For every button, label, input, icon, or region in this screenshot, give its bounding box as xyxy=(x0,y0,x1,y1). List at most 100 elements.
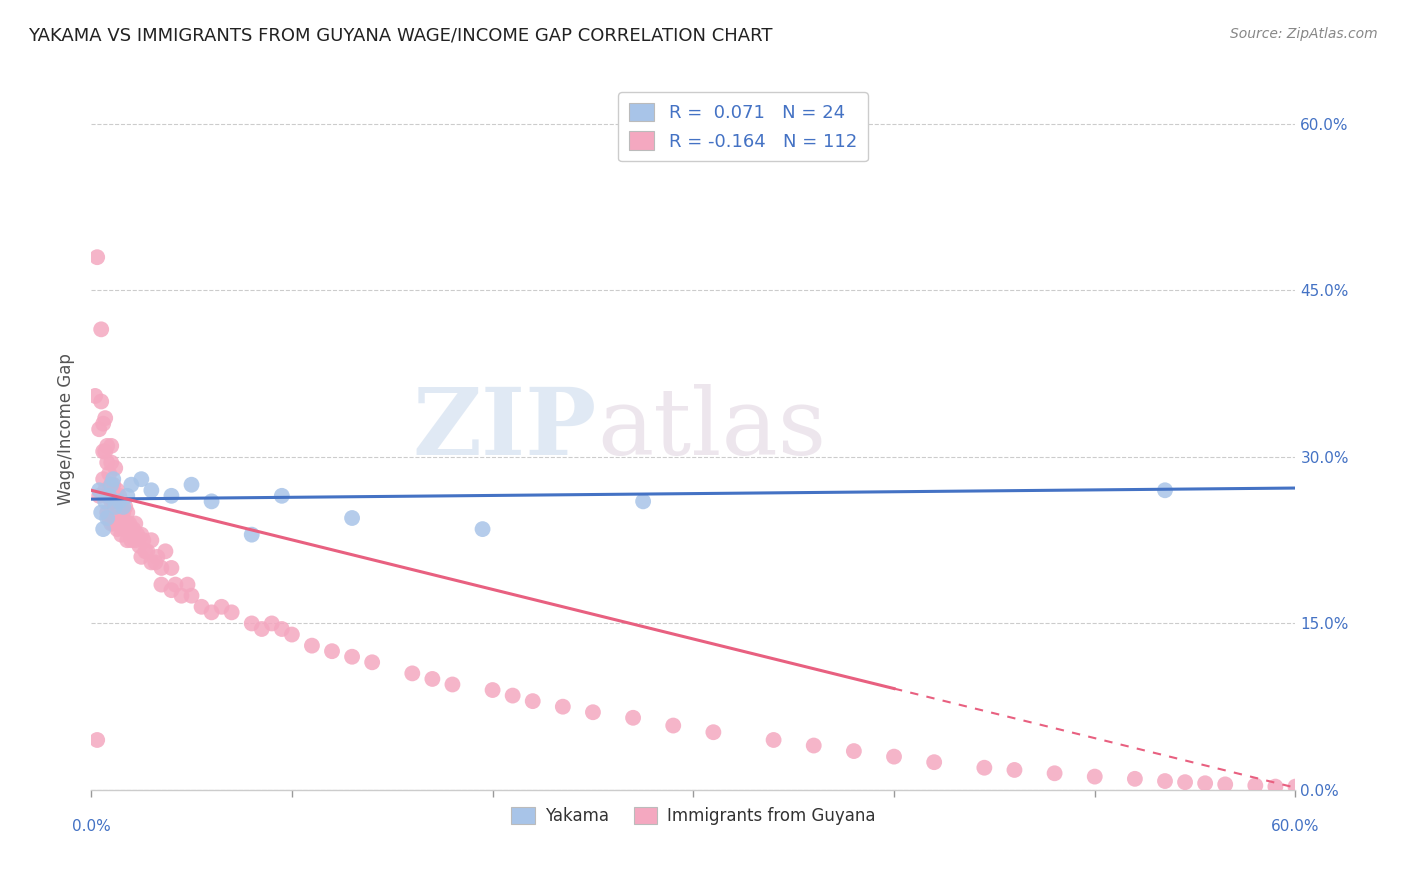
Point xyxy=(200,494,222,508)
Point xyxy=(112,500,135,514)
Point xyxy=(94,411,117,425)
Point xyxy=(422,672,444,686)
Point xyxy=(1174,775,1197,789)
Point xyxy=(150,561,173,575)
Point xyxy=(1084,770,1107,784)
Point xyxy=(522,694,544,708)
Point xyxy=(176,577,198,591)
Point xyxy=(128,539,150,553)
Point xyxy=(702,725,724,739)
Point xyxy=(100,439,122,453)
Point xyxy=(361,655,384,669)
Point xyxy=(1004,763,1026,777)
Point xyxy=(91,417,114,431)
Point xyxy=(103,516,125,531)
Point xyxy=(105,506,128,520)
Y-axis label: Wage/Income Gap: Wage/Income Gap xyxy=(58,353,75,505)
Text: 0.0%: 0.0% xyxy=(72,819,111,834)
Point xyxy=(91,472,114,486)
Point xyxy=(98,467,121,481)
Point xyxy=(1244,779,1267,793)
Point xyxy=(103,472,125,486)
Point xyxy=(89,489,111,503)
Point xyxy=(108,489,131,503)
Point xyxy=(117,489,139,503)
Point xyxy=(114,516,136,531)
Text: 60.0%: 60.0% xyxy=(1271,819,1320,834)
Point xyxy=(104,489,127,503)
Point xyxy=(94,483,117,498)
Point xyxy=(1264,780,1286,794)
Point xyxy=(91,522,114,536)
Point xyxy=(86,250,108,264)
Point xyxy=(1154,483,1177,498)
Point xyxy=(104,511,127,525)
Point xyxy=(100,477,122,491)
Point xyxy=(481,683,503,698)
Point xyxy=(91,444,114,458)
Point xyxy=(110,511,132,525)
Point xyxy=(131,472,153,486)
Point xyxy=(134,544,156,558)
Point xyxy=(281,627,304,641)
Point xyxy=(160,583,183,598)
Point xyxy=(100,456,122,470)
Point xyxy=(114,500,136,514)
Point xyxy=(221,605,243,619)
Text: Source: ZipAtlas.com: Source: ZipAtlas.com xyxy=(1230,27,1378,41)
Point xyxy=(96,506,118,520)
Point xyxy=(211,599,233,614)
Point xyxy=(146,549,169,564)
Point xyxy=(441,677,464,691)
Point xyxy=(1213,777,1236,791)
Point xyxy=(117,506,139,520)
Point xyxy=(340,649,363,664)
Point xyxy=(190,599,212,614)
Point xyxy=(120,477,142,491)
Point xyxy=(141,483,163,498)
Point xyxy=(110,494,132,508)
Point xyxy=(132,533,155,548)
Point xyxy=(120,533,142,548)
Point xyxy=(112,506,135,520)
Point xyxy=(170,589,193,603)
Point xyxy=(105,483,128,498)
Point xyxy=(401,666,423,681)
Point xyxy=(96,511,118,525)
Point xyxy=(90,394,112,409)
Point xyxy=(155,544,177,558)
Point xyxy=(131,527,153,541)
Point xyxy=(180,589,202,603)
Point xyxy=(160,489,183,503)
Point xyxy=(270,489,292,503)
Point xyxy=(150,577,173,591)
Point xyxy=(141,555,163,569)
Point xyxy=(180,477,202,491)
Point xyxy=(301,639,323,653)
Point xyxy=(141,533,163,548)
Point xyxy=(631,494,654,508)
Point xyxy=(127,527,149,541)
Point xyxy=(108,494,131,508)
Text: atlas: atlas xyxy=(598,384,827,475)
Point xyxy=(117,533,139,548)
Point xyxy=(240,527,263,541)
Point xyxy=(1194,776,1216,790)
Point xyxy=(94,494,117,508)
Point xyxy=(100,477,122,491)
Point xyxy=(250,622,273,636)
Point xyxy=(973,761,995,775)
Point xyxy=(1284,780,1306,794)
Point xyxy=(321,644,343,658)
Point xyxy=(89,483,111,498)
Point xyxy=(103,477,125,491)
Point xyxy=(96,456,118,470)
Point xyxy=(84,389,107,403)
Point xyxy=(86,733,108,747)
Legend: Yakama, Immigrants from Guyana: Yakama, Immigrants from Guyana xyxy=(505,801,882,832)
Point xyxy=(621,711,644,725)
Point xyxy=(582,705,605,719)
Point xyxy=(762,733,785,747)
Point xyxy=(104,461,127,475)
Point xyxy=(260,616,283,631)
